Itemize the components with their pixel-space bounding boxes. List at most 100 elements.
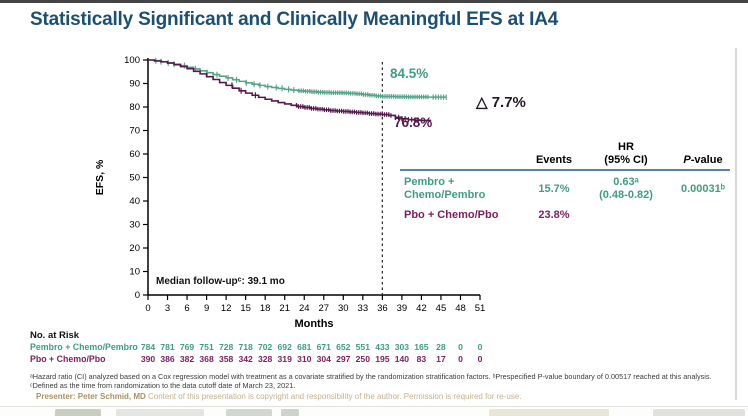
delta-annotation: △ 7.7% (476, 94, 526, 111)
x-tick-label: 21 (279, 303, 290, 314)
pbo-censor-marks (231, 82, 419, 123)
pbo-events-value: 23.8% (538, 208, 570, 221)
summary-table-header: Events HR (95% CI) P-value (400, 141, 730, 172)
pvalue-rest: -value (690, 153, 723, 166)
median-followup-label: Median follow-upᶜ: 39.1 mo (156, 276, 285, 287)
summary-table: Events HR (95% CI) P-value Pembro + Chem… (400, 141, 730, 221)
risk-count: 0 (477, 342, 483, 352)
risk-count: 140 (394, 354, 410, 364)
risk-count: 671 (316, 342, 331, 352)
cropped-toolbar-strip (0, 406, 748, 416)
pvalue-italic-p: P (683, 153, 691, 166)
y-tick-label: 50 (129, 173, 140, 184)
pembro-efs-rate-label: 84.5% (390, 66, 429, 81)
x-tick-label: 42 (416, 303, 427, 314)
risk-count: 303 (394, 342, 410, 352)
risk-count: 195 (375, 354, 390, 364)
risk-count: 692 (277, 342, 292, 352)
toolbar-segment (55, 409, 101, 416)
risk-count: 83 (416, 354, 427, 364)
risk-count: 718 (238, 342, 253, 352)
x-tick-label: 0 (145, 303, 150, 314)
risk-count: 165 (414, 342, 429, 352)
y-tick-label: 100 (124, 55, 140, 66)
x-tick-label: 6 (184, 303, 189, 314)
slide-right-border (735, 48, 737, 400)
x-tick-label: 9 (204, 303, 209, 314)
pembro-events-value: 15.7% (538, 182, 570, 195)
risk-count: 0 (477, 354, 483, 364)
risk-count: 368 (199, 354, 214, 364)
pembro-arm-label: Pembro + Chemo/Pembro (404, 176, 486, 201)
risk-count: 386 (160, 354, 175, 364)
x-tick-label: 48 (455, 303, 466, 314)
y-tick-label: 70 (129, 126, 140, 137)
risk-count: 17 (436, 354, 446, 364)
toolbar-segment (653, 409, 745, 416)
header-events: Events (535, 153, 573, 166)
y-tick-label: 40 (129, 196, 140, 207)
footnote-hazard-ratio: ᵃHazard ratio (CI) analyzed based on a C… (30, 372, 712, 381)
risk-count: 297 (336, 354, 351, 364)
risk-count: 358 (218, 354, 234, 364)
risk-count: 702 (258, 342, 273, 352)
y-axis-title: EFS, % (94, 159, 106, 195)
risk-count: 319 (277, 354, 292, 364)
risk-count: 250 (355, 354, 370, 364)
y-tick-label: 30 (129, 220, 140, 231)
risk-count: 0 (458, 354, 463, 364)
x-tick-label: 45 (436, 303, 447, 314)
video-top-edge (0, 0, 748, 3)
risk-count: 390 (140, 354, 156, 364)
x-tick-label: 36 (377, 303, 388, 314)
y-tick-label: 80 (129, 102, 140, 113)
pembro-hr-value: 0.63ᵃ (0.48-0.82) (599, 176, 653, 201)
toolbar-segment (489, 409, 609, 416)
x-tick-label: 51 (475, 303, 486, 314)
x-tick-label: 15 (240, 303, 251, 314)
risk-count: 751 (199, 342, 214, 352)
risk-count: 0 (458, 342, 463, 352)
slide-title: Statistically Significant and Clinically… (30, 9, 559, 30)
header-hr: HR (95% CI) (604, 141, 648, 166)
y-tick-label: 90 (129, 79, 140, 90)
y-tick-label: 60 (129, 149, 140, 160)
x-tick-label: 18 (260, 303, 271, 314)
risk-row-label: Pembro + Chemo/Pembro (30, 342, 138, 352)
risk-count: 769 (179, 342, 195, 352)
x-tick-label: 27 (318, 303, 329, 314)
y-tick-label: 20 (129, 243, 140, 254)
risk-count: 781 (160, 342, 175, 352)
y-tick-label: 0 (135, 290, 140, 301)
risk-count: 433 (375, 342, 390, 352)
x-axis-title: Months (294, 318, 333, 330)
risk-count: 382 (179, 354, 195, 364)
toolbar-segment (281, 409, 299, 416)
x-tick-label: 39 (397, 303, 408, 314)
risk-count: 784 (140, 342, 156, 352)
risk-count: 551 (355, 342, 370, 352)
pbo-km-curve (148, 59, 432, 122)
risk-count: 28 (436, 342, 446, 352)
copyright-notice: Content of this presentation is copyrigh… (148, 392, 522, 401)
x-tick-label: 3 (165, 303, 170, 314)
presenter-credit: Presenter: Peter Schmid, MD (36, 392, 146, 401)
toolbar-segment (116, 409, 204, 416)
risk-count: 342 (238, 354, 253, 364)
pbo-arm-label: Pbo + Chemo/Pbo (404, 208, 499, 221)
risk-count: 310 (297, 354, 312, 364)
summary-row-pbo: Pbo + Chemo/Pbo 23.8% (400, 209, 730, 222)
y-tick-label: 10 (129, 267, 140, 278)
number-at-risk-title: No. at Risk (30, 330, 80, 341)
risk-row-label: Pbo + Chemo/Pbo (30, 354, 106, 364)
header-pvalue: P-value (669, 154, 737, 167)
x-tick-label: 12 (221, 303, 232, 314)
risk-count: 728 (218, 342, 234, 352)
risk-count: 652 (336, 342, 351, 352)
risk-count: 328 (258, 354, 273, 364)
x-tick-label: 30 (338, 303, 349, 314)
x-tick-label: 33 (358, 303, 369, 314)
risk-count: 304 (316, 354, 331, 364)
